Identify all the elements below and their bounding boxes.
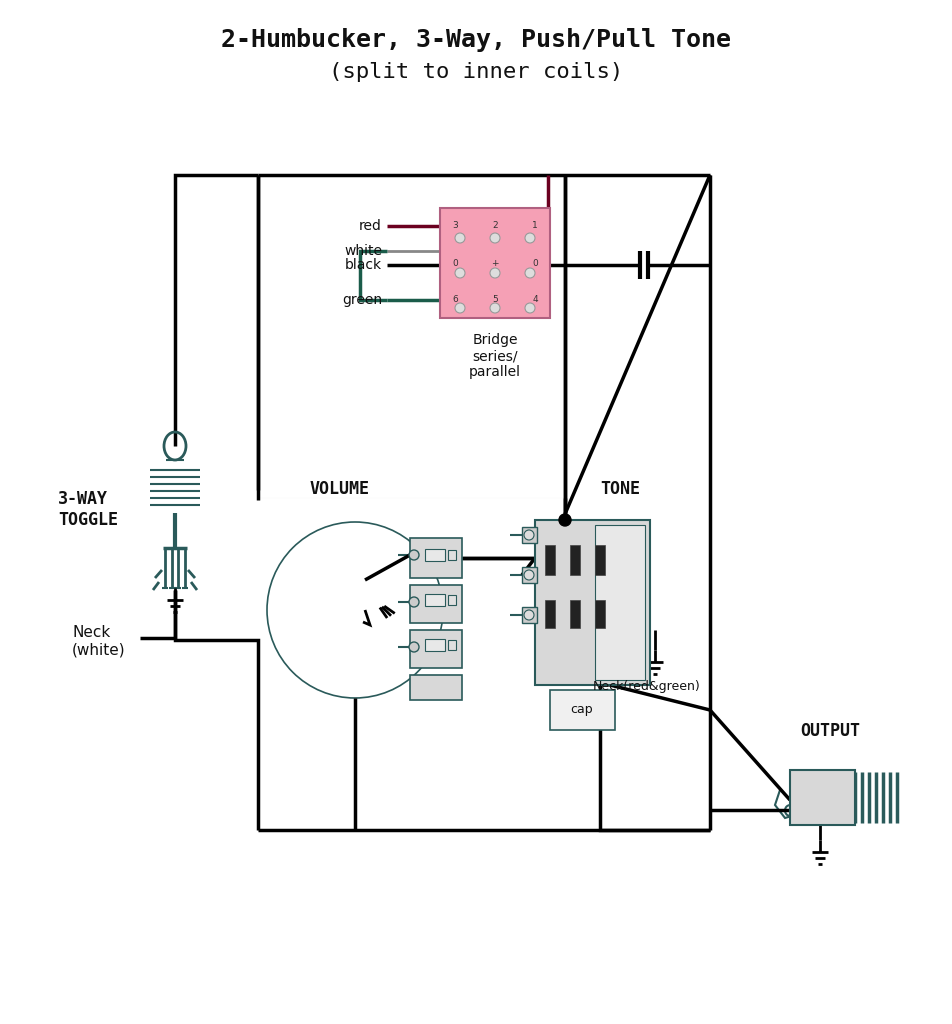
- Text: Neck(red&green): Neck(red&green): [592, 680, 700, 693]
- Circle shape: [490, 233, 500, 243]
- Text: 3-WAY
TOGGLE: 3-WAY TOGGLE: [58, 490, 118, 528]
- Bar: [410, 538, 462, 578]
- Bar: [522, 567, 537, 583]
- Bar: [790, 770, 855, 825]
- Circle shape: [524, 610, 534, 620]
- Bar: [535, 520, 650, 685]
- Circle shape: [455, 233, 465, 243]
- Bar: [545, 545, 555, 575]
- Text: 5: 5: [492, 296, 498, 304]
- Bar: [410, 630, 462, 668]
- Bar: [410, 585, 462, 623]
- Text: 1: 1: [532, 221, 538, 230]
- Bar: [545, 600, 555, 628]
- Circle shape: [525, 268, 535, 278]
- Text: +: +: [491, 258, 499, 267]
- Text: 0: 0: [452, 258, 458, 267]
- Text: green: green: [342, 293, 382, 307]
- Text: red: red: [359, 219, 382, 233]
- Bar: [410, 675, 462, 700]
- Text: 3: 3: [452, 221, 458, 230]
- Bar: [448, 595, 456, 605]
- Bar: [425, 549, 445, 561]
- Bar: [425, 594, 445, 606]
- Text: 2-Humbucker, 3-Way, Push/Pull Tone: 2-Humbucker, 3-Way, Push/Pull Tone: [221, 28, 731, 52]
- Bar: [595, 525, 645, 680]
- Circle shape: [409, 550, 419, 560]
- Text: (split to inner coils): (split to inner coils): [328, 62, 624, 82]
- Bar: [550, 690, 615, 730]
- Circle shape: [524, 530, 534, 540]
- Bar: [570, 600, 580, 628]
- Bar: [570, 545, 580, 575]
- Circle shape: [525, 303, 535, 313]
- Text: OUTPUT: OUTPUT: [800, 722, 860, 740]
- Text: 4: 4: [532, 296, 538, 304]
- Text: TONE: TONE: [600, 480, 640, 498]
- Bar: [440, 208, 550, 318]
- Circle shape: [525, 233, 535, 243]
- Text: cap: cap: [570, 703, 593, 717]
- Text: Neck
(white): Neck (white): [72, 625, 126, 657]
- Circle shape: [524, 570, 534, 580]
- Text: 2: 2: [492, 221, 498, 230]
- Circle shape: [490, 268, 500, 278]
- Bar: [522, 527, 537, 543]
- Bar: [522, 607, 537, 623]
- Circle shape: [455, 303, 465, 313]
- Text: 6: 6: [452, 296, 458, 304]
- Bar: [595, 545, 605, 575]
- Text: 0: 0: [532, 258, 538, 267]
- Text: black: black: [345, 258, 382, 272]
- Text: white: white: [344, 244, 382, 258]
- Bar: [595, 600, 605, 628]
- Circle shape: [490, 303, 500, 313]
- Text: VOLUME: VOLUME: [310, 480, 370, 498]
- Text: Bridge
series/
parallel: Bridge series/ parallel: [469, 333, 521, 380]
- Circle shape: [455, 268, 465, 278]
- Bar: [448, 640, 456, 650]
- Bar: [448, 550, 456, 560]
- Circle shape: [409, 642, 419, 652]
- Circle shape: [559, 514, 571, 526]
- Bar: [425, 639, 445, 651]
- Circle shape: [409, 597, 419, 607]
